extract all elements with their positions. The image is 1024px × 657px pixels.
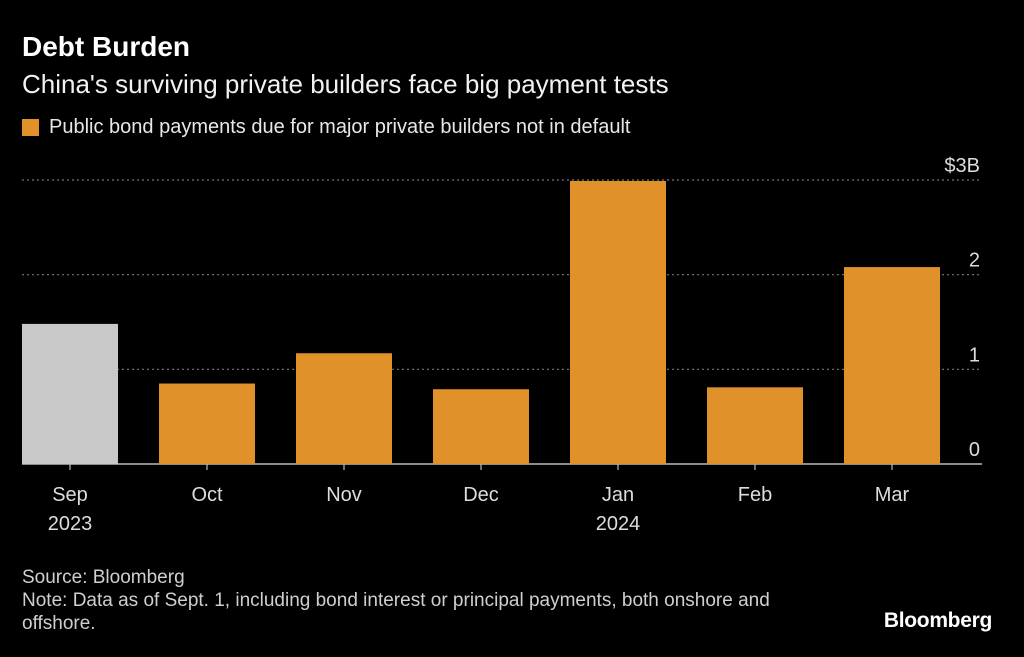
y-tick-label: 0 [969,439,980,461]
bar-sep [22,323,118,464]
x-tick-labels: Sep 2023 Oct Nov Dec Jan 2024 Feb Mar [48,464,910,535]
x-tick-label: Jan [602,484,634,506]
bar-oct [159,383,255,464]
page-title: Debt Burden [22,31,190,62]
legend: Public bond payments due for major priva… [22,116,630,139]
y-tick-label: 2 [969,250,980,272]
x-tick-year-label: 2023 [48,513,93,535]
x-tick-year-label: 2024 [596,513,641,535]
x-tick-label: Dec [463,484,499,506]
bar-nov [296,353,392,464]
x-tick-label: Nov [326,484,362,506]
bar-dec [433,389,529,464]
page-subtitle: China's surviving private builders face … [22,69,669,99]
bar-mar [844,267,940,464]
y-tick-label: 1 [969,344,980,366]
bar-jan [570,180,666,465]
y-tick-labels: 0 1 2 $3B [944,155,980,461]
legend-swatch [22,119,39,136]
bars [22,180,940,465]
source-note: Source: Bloomberg [22,567,185,588]
bloomberg-logo: Bloomberg [883,609,992,632]
x-tick-label: Mar [875,484,910,506]
bar-feb [707,387,803,464]
x-tick-label: Sep [52,484,88,506]
legend-label: Public bond payments due for major priva… [49,116,631,138]
y-tick-label: $3B [944,155,980,177]
bar-chart: 0 1 2 $3B Sep 2023 Oct Nov Dec Jan 2024 Feb Mar [22,155,982,535]
data-note: Note: Data as of Sept. 1, including bond… [22,590,770,634]
x-tick-label: Feb [738,484,772,506]
x-tick-label: Oct [191,484,223,506]
footer: Source: Bloomberg Note: Data as of Sept.… [22,566,842,635]
